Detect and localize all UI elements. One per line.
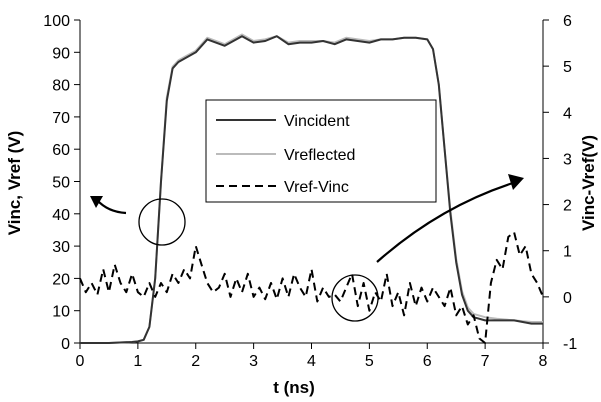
annotation-arrowhead-left [90,196,103,208]
x-tick-label: 7 [481,353,490,370]
y-right-tick-label: 2 [563,198,572,215]
x-tick-label: 6 [423,353,432,370]
y-axis-title-left: Vinc, Vref (V) [5,131,24,236]
y-right-tick-label: 0 [563,290,572,307]
y-left-tick-label: 80 [52,78,70,95]
y-left-tick-label: 70 [52,110,70,127]
annotation-circle-left [138,198,186,246]
y-right-tick-label: 5 [563,59,572,76]
legend-label-vincident: Vincident [284,113,350,130]
x-tick-label: 4 [307,353,316,370]
legend: Vincident Vreflected Vref-Vinc [205,99,437,203]
y-left-tick-label: 100 [43,13,70,30]
series-line-vincident [80,35,543,344]
annotations [90,174,524,322]
y-right-tick-label: 6 [563,13,572,30]
x-axis-title: t (ns) [273,378,315,397]
legend-label-vref-vinc: Vref-Vinc [284,179,349,196]
y-left-tick-label: 90 [52,45,70,62]
legend-label-vreflected: Vreflected [284,147,355,164]
y-right-tick-label: 3 [563,151,572,168]
series-line-vref-vinc [79,231,544,344]
x-tick-label: 8 [539,353,548,370]
annotation-arrowhead-right [508,174,524,190]
y-left-tick-label: 10 [52,304,70,321]
y-right-tick-label: 4 [563,105,572,122]
y-left-tick-label: 30 [52,239,70,256]
y-right-tick-label: -1 [563,336,577,353]
x-tick-label: 0 [76,353,85,370]
x-tick-label: 5 [365,353,374,370]
annotation-circle-right [331,274,379,322]
y-left-tick-label: 50 [52,175,70,192]
x-tick-label: 1 [133,353,142,370]
annotation-arrow-right [376,180,517,263]
y-left-tick-label: 40 [52,207,70,224]
annotation-arrow-left [96,199,127,215]
y-left-tick-label: 60 [52,142,70,159]
y-left-tick-label: 20 [52,271,70,288]
x-tick-label: 3 [249,353,258,370]
y-axis-title-right: Vinc-Vref(V) [579,135,598,231]
y-right-tick-label: 1 [563,244,572,261]
series-lines [79,33,544,344]
x-tick-label: 2 [191,353,200,370]
y-left-tick-label: 0 [61,336,70,353]
